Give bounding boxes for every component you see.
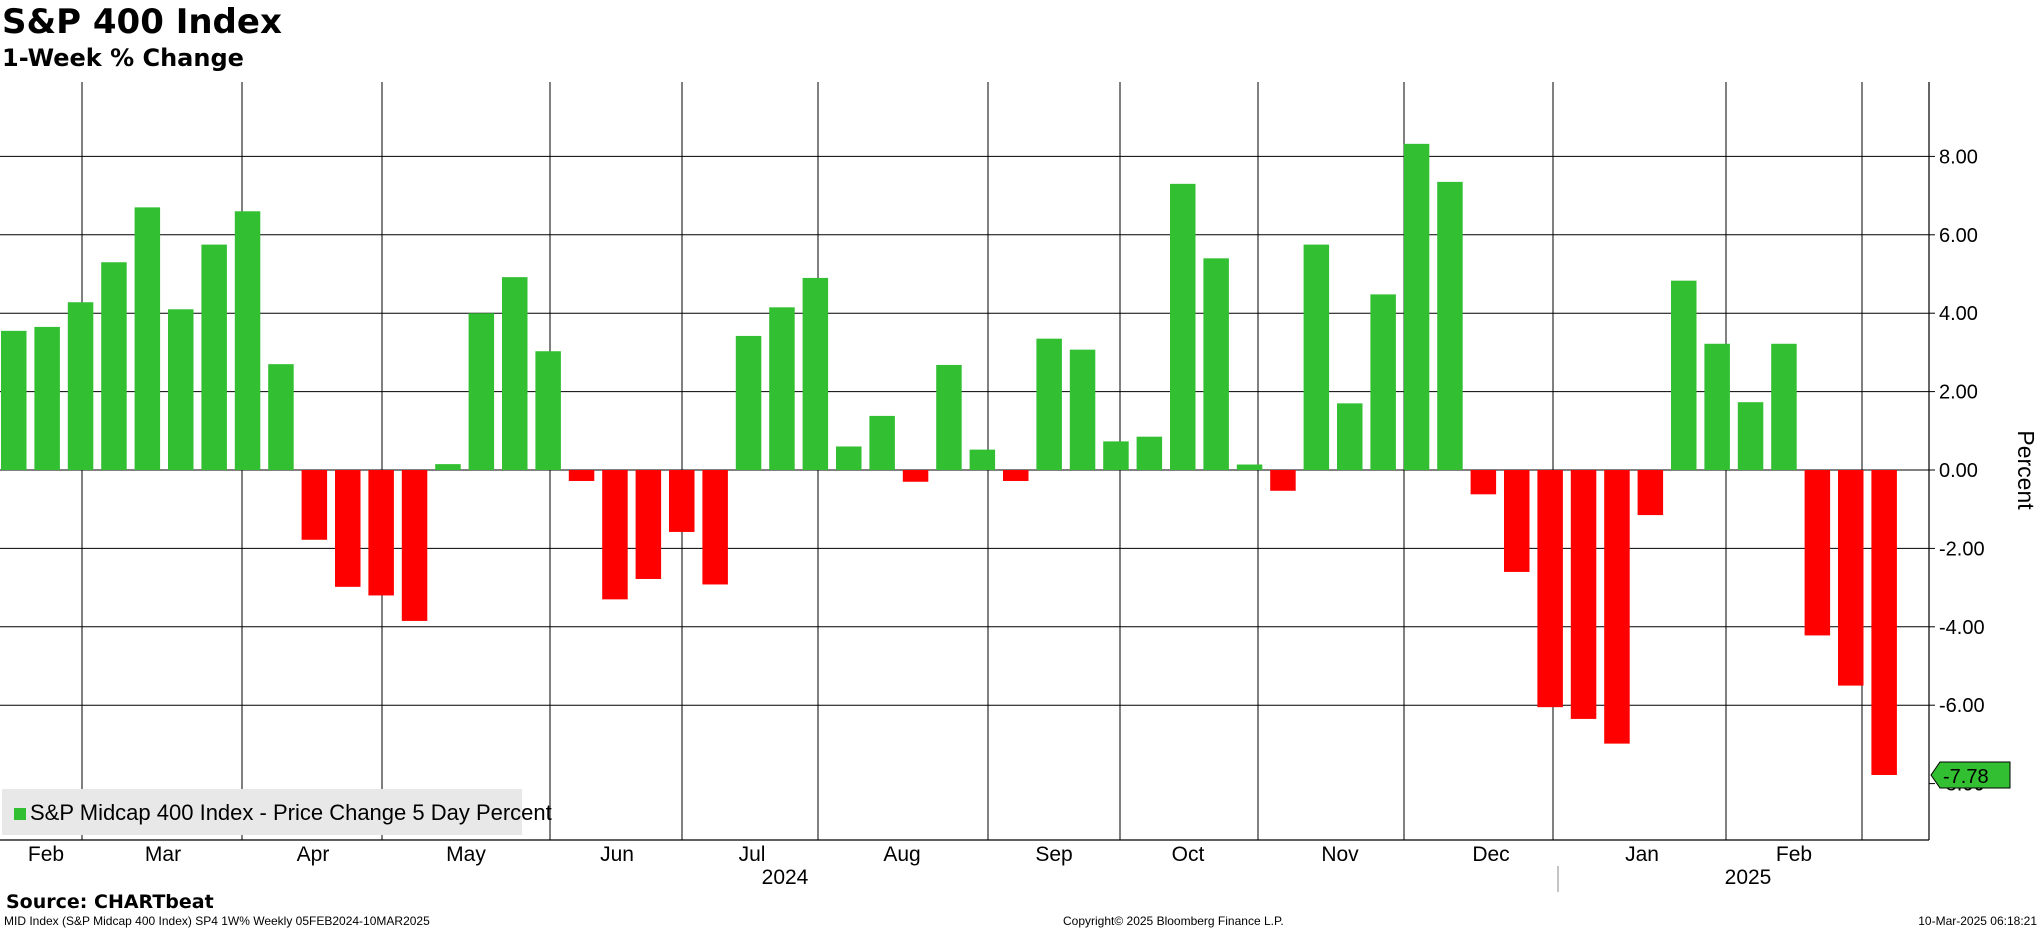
bar — [335, 470, 361, 587]
x-tick-label: Jul — [739, 843, 766, 866]
bar — [1203, 258, 1229, 470]
bar — [735, 335, 762, 470]
bar — [902, 470, 929, 482]
bar — [1504, 470, 1530, 572]
bar — [1637, 470, 1664, 516]
chart-subtitle: 1-Week % Change — [2, 44, 244, 72]
bar — [435, 464, 461, 470]
timestamp-note: 10-Mar-2025 06:18:21 — [1918, 914, 2037, 928]
bar — [1170, 183, 1196, 470]
bar — [234, 211, 261, 470]
bar — [201, 244, 227, 470]
y-tick-label: 0.00 — [1939, 460, 1978, 482]
bar — [468, 313, 495, 470]
bar — [1704, 343, 1730, 470]
x-tick-label: Nov — [1321, 843, 1359, 866]
bar — [502, 277, 528, 470]
x-tick-label: Oct — [1172, 843, 1205, 866]
bar — [635, 470, 662, 579]
year-label: 2025 — [1725, 866, 1772, 889]
x-tick-label: Aug — [883, 843, 920, 866]
x-tick-label: Feb — [28, 843, 64, 866]
bar — [1804, 470, 1831, 636]
bar — [134, 207, 161, 471]
bar — [1270, 470, 1296, 491]
bar — [1437, 181, 1463, 470]
bar — [67, 302, 94, 470]
last-value-tag — [1930, 761, 2011, 789]
bar — [568, 470, 595, 481]
ticker-note: MID Index (S&P Midcap 400 Index) SP4 1W%… — [4, 914, 430, 928]
bar — [936, 364, 962, 470]
bar — [535, 351, 561, 470]
bar — [1103, 441, 1129, 470]
bar — [1671, 280, 1697, 470]
bar — [1470, 470, 1497, 495]
bar — [1136, 436, 1163, 470]
x-tick-label: Dec — [1472, 843, 1509, 866]
x-tick-label: Apr — [297, 843, 330, 866]
bar — [602, 470, 628, 600]
bar — [1, 330, 27, 470]
bar — [836, 446, 862, 470]
y-tick-label: -6.00 — [1939, 695, 1985, 717]
y-tick-label: 6.00 — [1939, 225, 1978, 247]
chart-title: S&P 400 Index — [2, 2, 282, 42]
bar — [1403, 143, 1430, 470]
y-tick-label: -2.00 — [1939, 538, 1985, 560]
bar — [1537, 470, 1563, 708]
x-tick-label: Jun — [600, 843, 634, 866]
source-note: Source: CHARTbeat — [6, 891, 214, 913]
x-tick-label: Mar — [145, 843, 181, 866]
bar — [869, 415, 895, 470]
bar — [1771, 343, 1797, 470]
bar — [1069, 349, 1096, 470]
year-label: 2024 — [762, 866, 809, 889]
legend-label: S&P Midcap 400 Index - Price Change 5 Da… — [30, 800, 552, 825]
bar — [268, 364, 294, 470]
bar — [34, 326, 60, 470]
bar — [1737, 402, 1764, 470]
last-value-label: -7.78 — [1943, 766, 1989, 788]
bar — [1871, 470, 1897, 775]
x-tick-label: Sep — [1035, 843, 1072, 866]
bar — [1003, 470, 1029, 481]
bar — [1604, 470, 1630, 744]
y-tick-label: 8.00 — [1939, 146, 1978, 168]
bar — [1236, 464, 1263, 470]
bar — [101, 262, 127, 470]
bar — [1838, 470, 1864, 686]
x-tick-label: Feb — [1776, 843, 1812, 866]
bar — [969, 449, 996, 470]
bar — [702, 470, 728, 585]
legend — [2, 789, 522, 835]
bar — [802, 277, 829, 470]
bar — [1370, 294, 1396, 470]
bar — [368, 470, 394, 596]
y-tick-label: -4.00 — [1939, 617, 1985, 639]
bar — [401, 470, 428, 621]
bar — [168, 309, 194, 470]
bar — [669, 470, 695, 532]
bar — [1570, 470, 1597, 719]
x-tick-label: Jan — [1625, 843, 1659, 866]
x-tick-label: May — [446, 843, 486, 866]
bar — [1337, 403, 1363, 470]
bar — [301, 470, 328, 540]
bar — [769, 307, 795, 470]
y-axis-label: Percent — [2013, 430, 2039, 510]
y-tick-label: 2.00 — [1939, 382, 1978, 404]
y-tick-label: 4.00 — [1939, 303, 1978, 325]
bar — [1036, 338, 1062, 470]
copyright-note: Copyright© 2025 Bloomberg Finance L.P. — [1063, 914, 1284, 928]
legend-swatch — [14, 808, 26, 820]
bar — [1303, 244, 1330, 470]
